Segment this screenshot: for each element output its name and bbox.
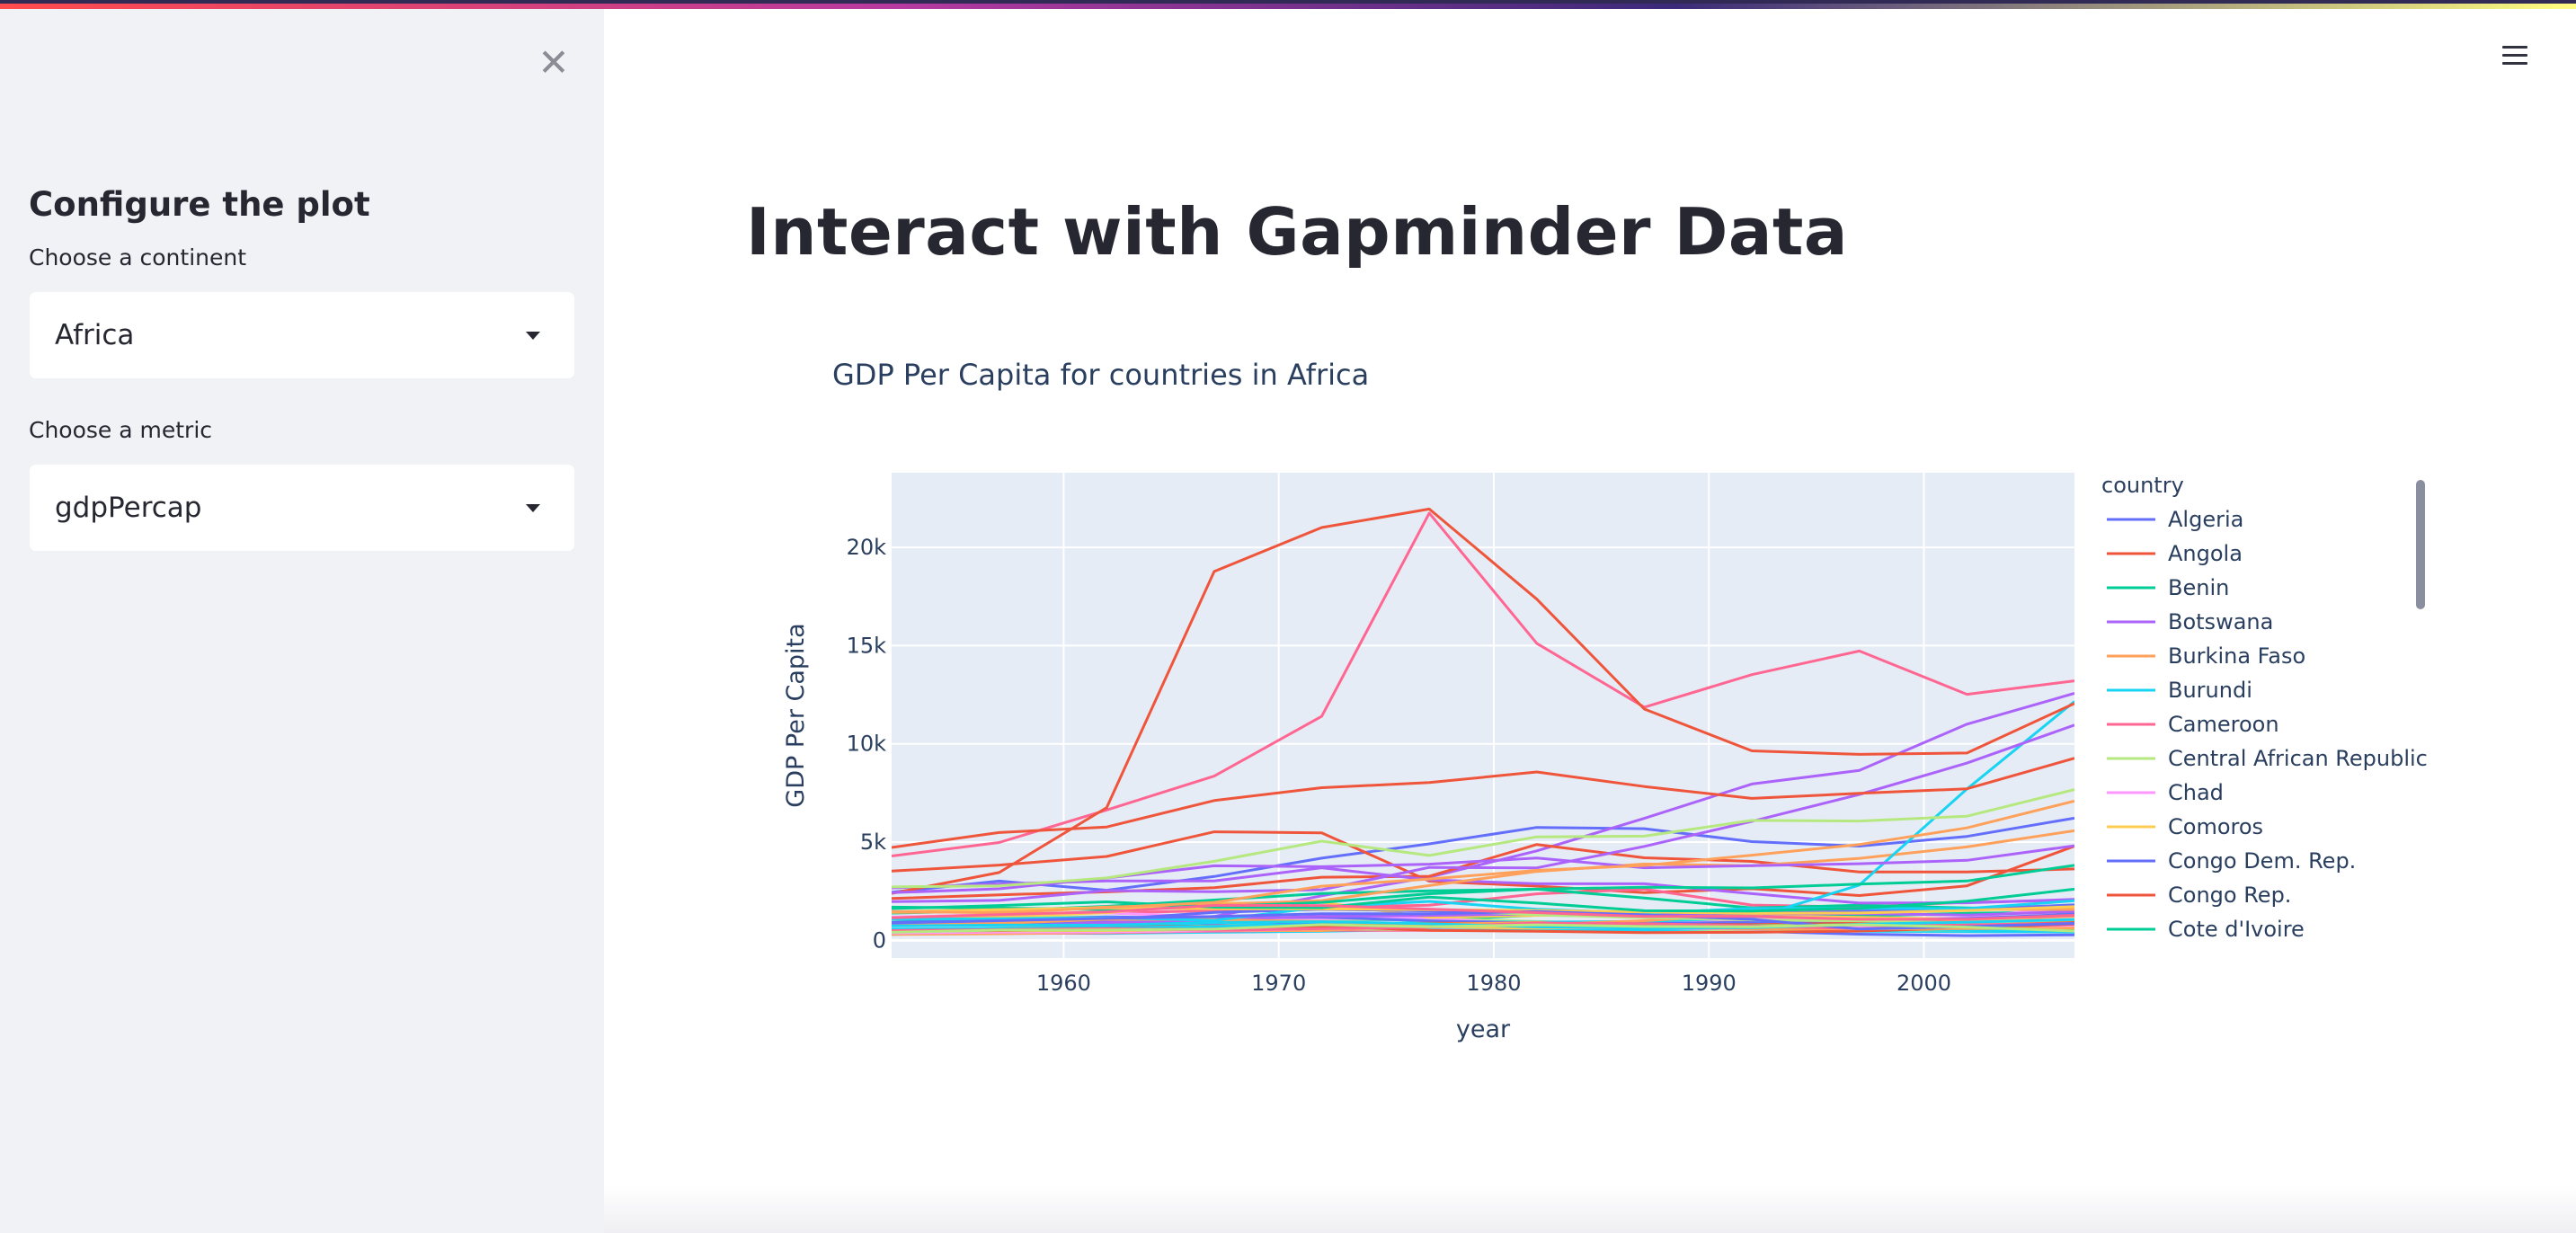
sidebar-heading: Configure the plot [29,185,370,224]
series-line-sudan [892,887,2074,913]
legend-item-label: Benin [2168,575,2229,600]
legend-item-label: Burkina Faso [2168,643,2305,669]
series-line-sierra-leone [892,909,2074,931]
y-axis-label: GDP Per Capita [782,623,810,807]
y-tick-label: 10k [847,732,887,757]
chart-title: GDP Per Capita for countries in Africa [832,358,1369,392]
y-tick-label: 15k [847,633,887,658]
x-tick-label: 1990 [1682,971,1737,996]
series-line-tunisia [892,799,2074,915]
close-sidebar-icon[interactable]: ✕ [537,40,570,84]
legend-item-label: Botswana [2168,609,2273,634]
chart-svg: GDP Per Capita for countries in Africa 19… [782,358,2428,1043]
y-tick-label: 20k [847,535,887,560]
continent-label: Choose a continent [29,244,247,271]
x-tick-label: 2000 [1896,971,1951,996]
series-line-algeria [892,816,2074,894]
legend-item-label: Burundi [2168,678,2252,703]
legend-item-label: Chad [2168,780,2224,805]
metric-label: Choose a metric [29,417,213,443]
legend-item-label: Congo Dem. Rep. [2168,848,2356,874]
continent-select-value: Africa [55,319,135,351]
y-tick-label: 5k [860,829,886,855]
page-title: Interact with Gapminder Data [746,194,1848,270]
legend-item-label: Cameroon [2168,712,2279,737]
series-line-zambia [892,904,2074,921]
plot-area [892,473,2074,958]
metric-select[interactable]: gdpPercap [29,464,575,552]
legend-item-label: Congo Rep. [2168,883,2291,908]
series-line-zimbabwe [892,923,2074,934]
gdp-line-chart: GDP Per Capita for countries in Africa 19… [773,342,2445,1060]
app-decoration-bar [0,0,2576,9]
series-line-mauritius [892,723,2074,903]
metric-select-value: gdpPercap [55,492,202,524]
continent-select[interactable]: Africa [29,291,575,379]
y-tick-label: 0 [873,927,886,953]
bottom-fade [604,1186,2576,1233]
x-axis-label: year [1456,1016,1511,1043]
x-tick-label: 1970 [1251,971,1306,996]
legend-item-label: Comoros [2168,814,2263,839]
sidebar: ✕ Configure the plot Choose a continent … [0,9,604,1233]
series-line-djibouti [892,866,2074,905]
legend-scrollbar[interactable] [2416,480,2425,609]
series-line-libya [892,507,2074,895]
x-tick-label: 1980 [1466,971,1521,996]
series-line-south-africa [892,757,2074,849]
x-tick-label: 1960 [1036,971,1091,996]
legend-item-label: Cote d'Ivoire [2168,917,2305,942]
legend-title: country [2101,473,2184,498]
legend-item-label: Algeria [2168,507,2243,532]
series-line-reunion [892,788,2074,889]
chevron-down-icon [526,332,540,340]
series-line-angola [892,830,2074,897]
hamburger-icon[interactable] [2500,43,2529,68]
chevron-down-icon [526,504,540,512]
series-line-gabon [892,511,2074,857]
legend-item-label: Central African Republic [2168,746,2428,771]
legend-item-label: Angola [2168,541,2243,566]
